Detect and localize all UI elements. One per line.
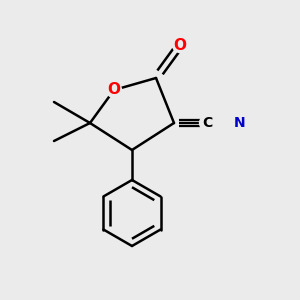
Text: O: O — [107, 82, 121, 98]
Text: N: N — [234, 116, 246, 130]
Text: O: O — [173, 38, 187, 52]
Text: C: C — [202, 116, 212, 130]
Circle shape — [200, 116, 214, 130]
Circle shape — [106, 82, 122, 98]
Circle shape — [172, 38, 188, 52]
Circle shape — [232, 116, 247, 130]
